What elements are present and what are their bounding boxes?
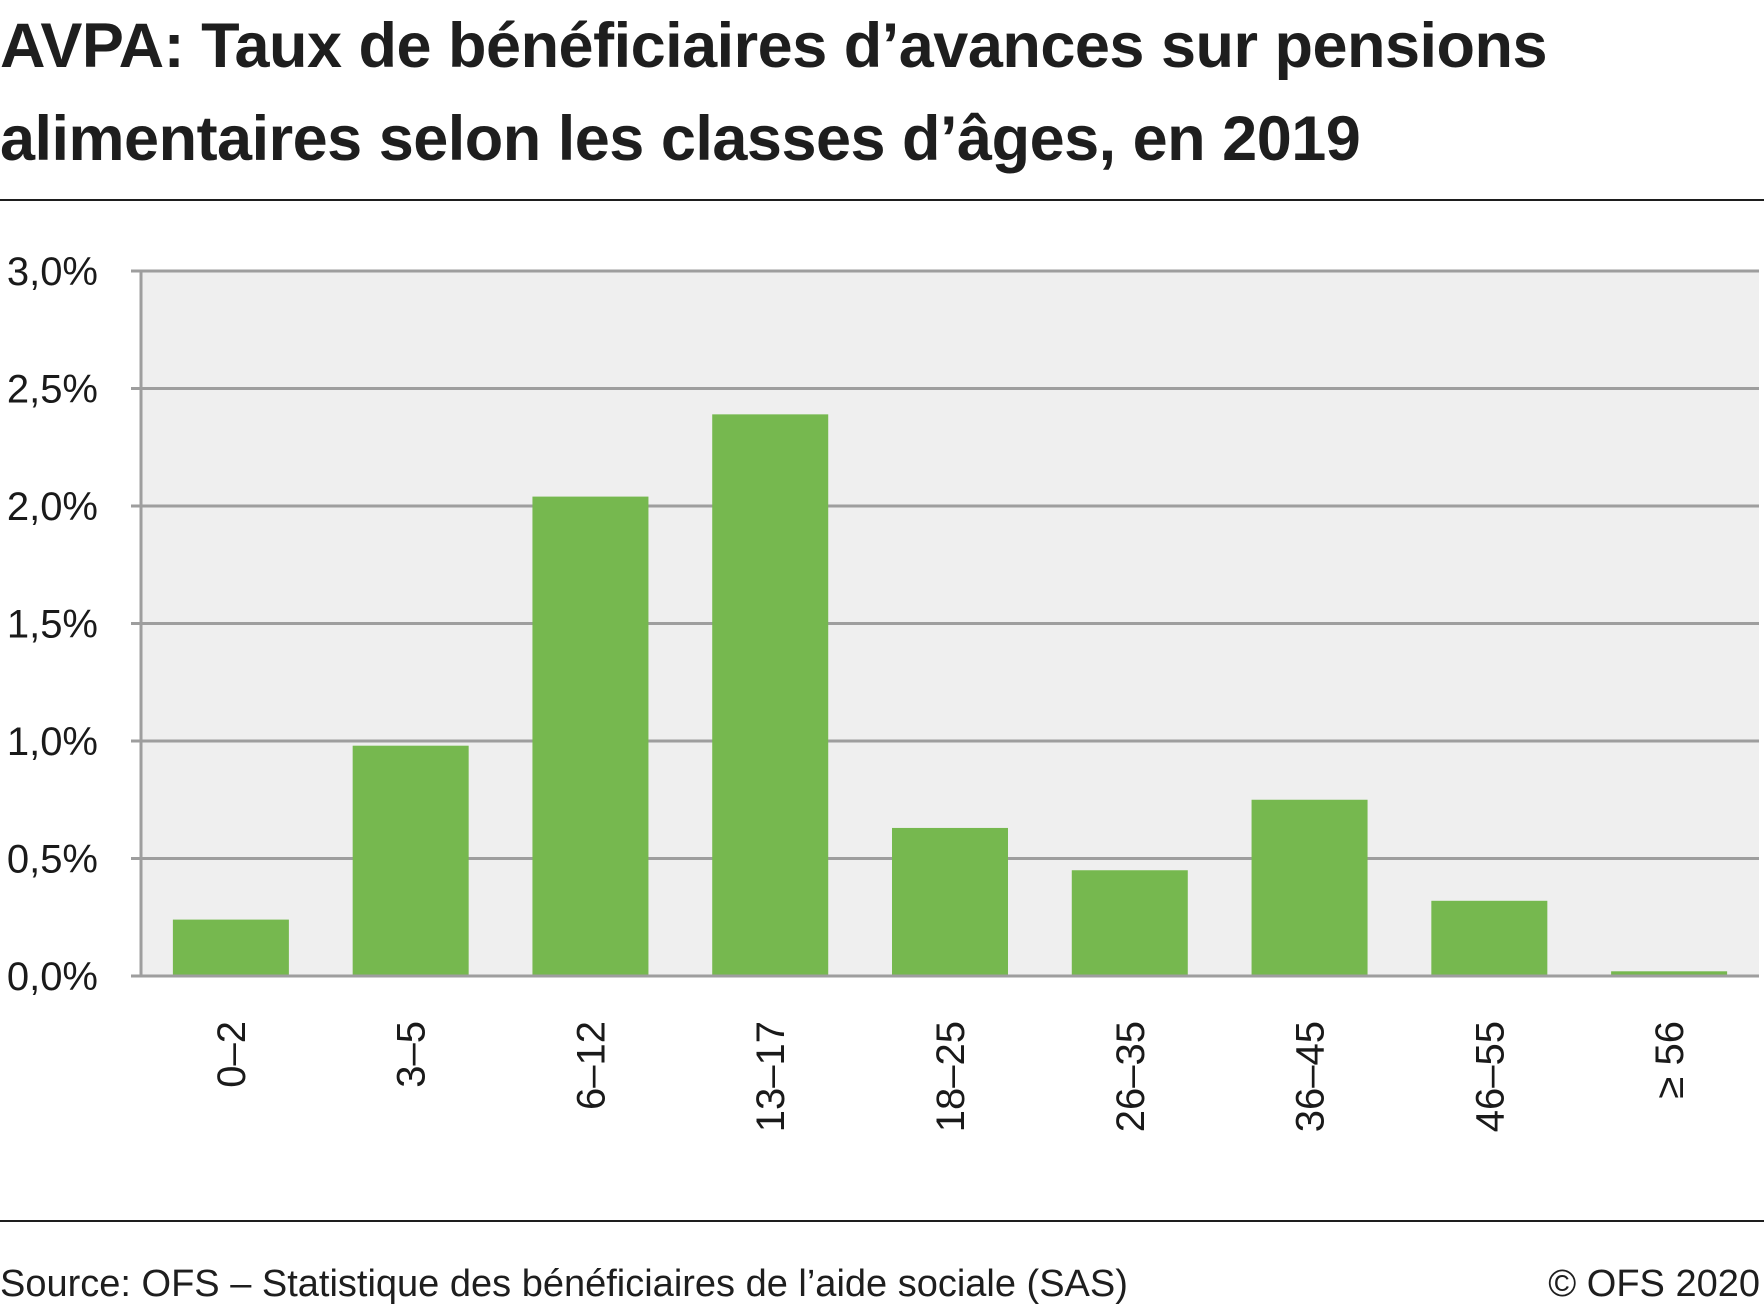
x-tick-label: 0–2 bbox=[210, 1021, 254, 1088]
bar bbox=[532, 496, 649, 976]
bar bbox=[1251, 799, 1368, 976]
title-divider bbox=[0, 199, 1764, 201]
source-note: Source: OFS – Statistique des bénéficiai… bbox=[0, 1263, 1128, 1305]
y-tick-label: 2,5% bbox=[7, 368, 98, 412]
bar bbox=[1431, 900, 1548, 976]
x-tick-label: 46–55 bbox=[1468, 1021, 1512, 1132]
x-tick-label: 3–5 bbox=[390, 1021, 434, 1088]
x-tick-label: 13–17 bbox=[749, 1021, 793, 1132]
bar bbox=[352, 745, 469, 976]
y-tick-label: 2,0% bbox=[7, 485, 98, 529]
footer-divider bbox=[0, 1220, 1764, 1222]
bar bbox=[892, 827, 1008, 976]
bar-chart: 0,0% 0,5% 1,0% 1,5% 2,0% 2,5% 3,0% 0–2 3–5 6–12 13… bbox=[7, 250, 1759, 1132]
y-tick-label: 0,0% bbox=[7, 955, 98, 999]
y-tick-label: 3,0% bbox=[7, 250, 98, 294]
bar bbox=[1611, 971, 1728, 976]
x-tick-label: 36–45 bbox=[1289, 1021, 1333, 1132]
bar bbox=[172, 919, 289, 976]
chart-title: AVPA: Taux de bénéficiaires d’avances su… bbox=[0, 11, 1548, 174]
x-tick-label: 18–25 bbox=[929, 1021, 973, 1132]
bar bbox=[1071, 870, 1188, 976]
x-tick-label: ≥ 56 bbox=[1648, 1021, 1692, 1099]
bar bbox=[712, 414, 829, 977]
y-tick-label: 1,5% bbox=[7, 603, 98, 647]
copyright-note: © OFS 2020 bbox=[1548, 1263, 1760, 1305]
x-tick-label: 26–35 bbox=[1109, 1021, 1153, 1132]
y-tick-label: 1,0% bbox=[7, 720, 98, 764]
x-tick-label: 6–12 bbox=[569, 1021, 613, 1110]
y-tick-label: 0,5% bbox=[7, 838, 98, 882]
